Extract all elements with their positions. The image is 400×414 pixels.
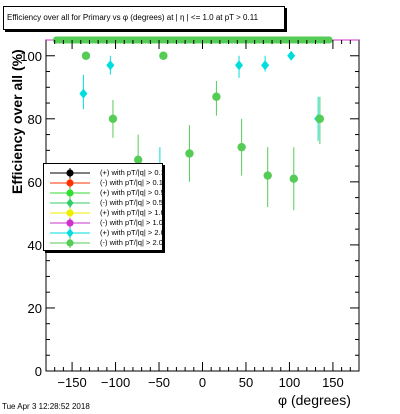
data-point	[235, 60, 244, 71]
legend-label: (+) with pT/|q| > 1.0	[100, 208, 165, 217]
data-point	[81, 51, 91, 60]
y-tick-label: 80	[28, 112, 42, 127]
y-axis-label: Efficiency over all (%)	[9, 49, 25, 194]
legend-symbol	[66, 219, 74, 227]
legend-marker	[50, 168, 90, 178]
x-tick-label: −150	[57, 375, 86, 390]
legend-entry: (+) with pT/|q| > 2.0	[44, 228, 165, 238]
data-point	[185, 149, 194, 158]
x-axis-label: φ (degrees)	[278, 392, 351, 408]
data-point	[261, 60, 270, 71]
data-point	[287, 50, 296, 61]
legend-entry: (-) with pT/|q| > 0.5	[44, 198, 163, 208]
data-point	[133, 155, 143, 164]
y-tick-label: 40	[28, 238, 42, 253]
top-band-markers	[52, 36, 333, 44]
legend-symbol	[66, 189, 74, 197]
legend-entry: (-) with pT/|q| > 2.0	[44, 238, 163, 248]
legend-label: (+) with pT/|q| > 0.1	[100, 168, 165, 177]
legend-marker	[50, 218, 90, 228]
legend-label: (-) with pT/|q| > 1.0	[100, 218, 163, 227]
axes: −150 −100 −50 0 50 100 150 0 20 40 60 80 100	[20, 40, 359, 390]
legend-label: (-) with pT/|q| > 0.5	[100, 198, 163, 207]
legend-symbol	[66, 209, 74, 217]
legend-label: (+) with pT/|q| > 0.5	[100, 188, 165, 197]
y-tick-label: 20	[28, 301, 42, 316]
chart-title-box: Efficiency over all for Primary vs φ (de…	[3, 6, 285, 30]
legend-marker	[50, 188, 90, 198]
chart-title: Efficiency over all for Primary vs φ (de…	[7, 13, 259, 22]
x-tick-label: 150	[322, 375, 344, 390]
x-tick-label: −50	[148, 375, 170, 390]
data-point	[289, 174, 298, 183]
legend-entry: (+) with pT/|q| > 1.0	[44, 208, 165, 218]
legend-symbol	[66, 179, 74, 187]
legend-marker	[50, 178, 90, 188]
y-tick-label: 0	[35, 364, 42, 379]
band-marker	[325, 36, 333, 44]
data-point	[315, 114, 325, 124]
legend-label: (-) with pT/|q| > 0.1	[100, 178, 163, 187]
legend-entry: (-) with pT/|q| > 0.1	[44, 178, 163, 188]
x-tick-label: 50	[239, 375, 253, 390]
legend-marker	[50, 238, 90, 248]
data-point	[263, 171, 272, 180]
legend-label: (+) with pT/|q| > 2.0	[100, 228, 165, 237]
legend: (+) with pT/|q| > 0.1 (-) with pT/|q| > 0…	[43, 163, 165, 251]
legend-symbol	[66, 198, 74, 208]
data-point	[212, 92, 221, 101]
legend-entry: (+) with pT/|q| > 0.5	[44, 188, 165, 198]
data-point	[237, 142, 246, 152]
x-tick-label: 0	[199, 375, 206, 390]
legend-label: (-) with pT/|q| > 2.0	[100, 238, 163, 247]
legend-entry: (+) with pT/|q| > 0.1	[44, 168, 165, 178]
y-tick-label: 60	[28, 175, 42, 190]
x-tick-label: −100	[101, 375, 130, 390]
data-point	[108, 114, 118, 124]
data-point	[159, 51, 168, 60]
legend-marker	[50, 228, 90, 238]
legend-symbol	[66, 169, 74, 177]
legend-marker	[50, 198, 90, 208]
data-point	[106, 60, 115, 71]
datestamp: Tue Apr 3 12:28:52 2018	[2, 402, 90, 411]
legend-symbol	[66, 239, 74, 247]
legend-marker	[50, 208, 90, 218]
y-axis-label-wrap: Efficiency over all (%)	[9, 49, 25, 204]
x-tick-label: 100	[279, 375, 301, 390]
y-tick-label: 100	[20, 49, 42, 64]
legend-symbol	[66, 228, 74, 238]
data-point	[79, 88, 88, 99]
legend-entry: (-) with pT/|q| > 1.0	[44, 218, 163, 228]
